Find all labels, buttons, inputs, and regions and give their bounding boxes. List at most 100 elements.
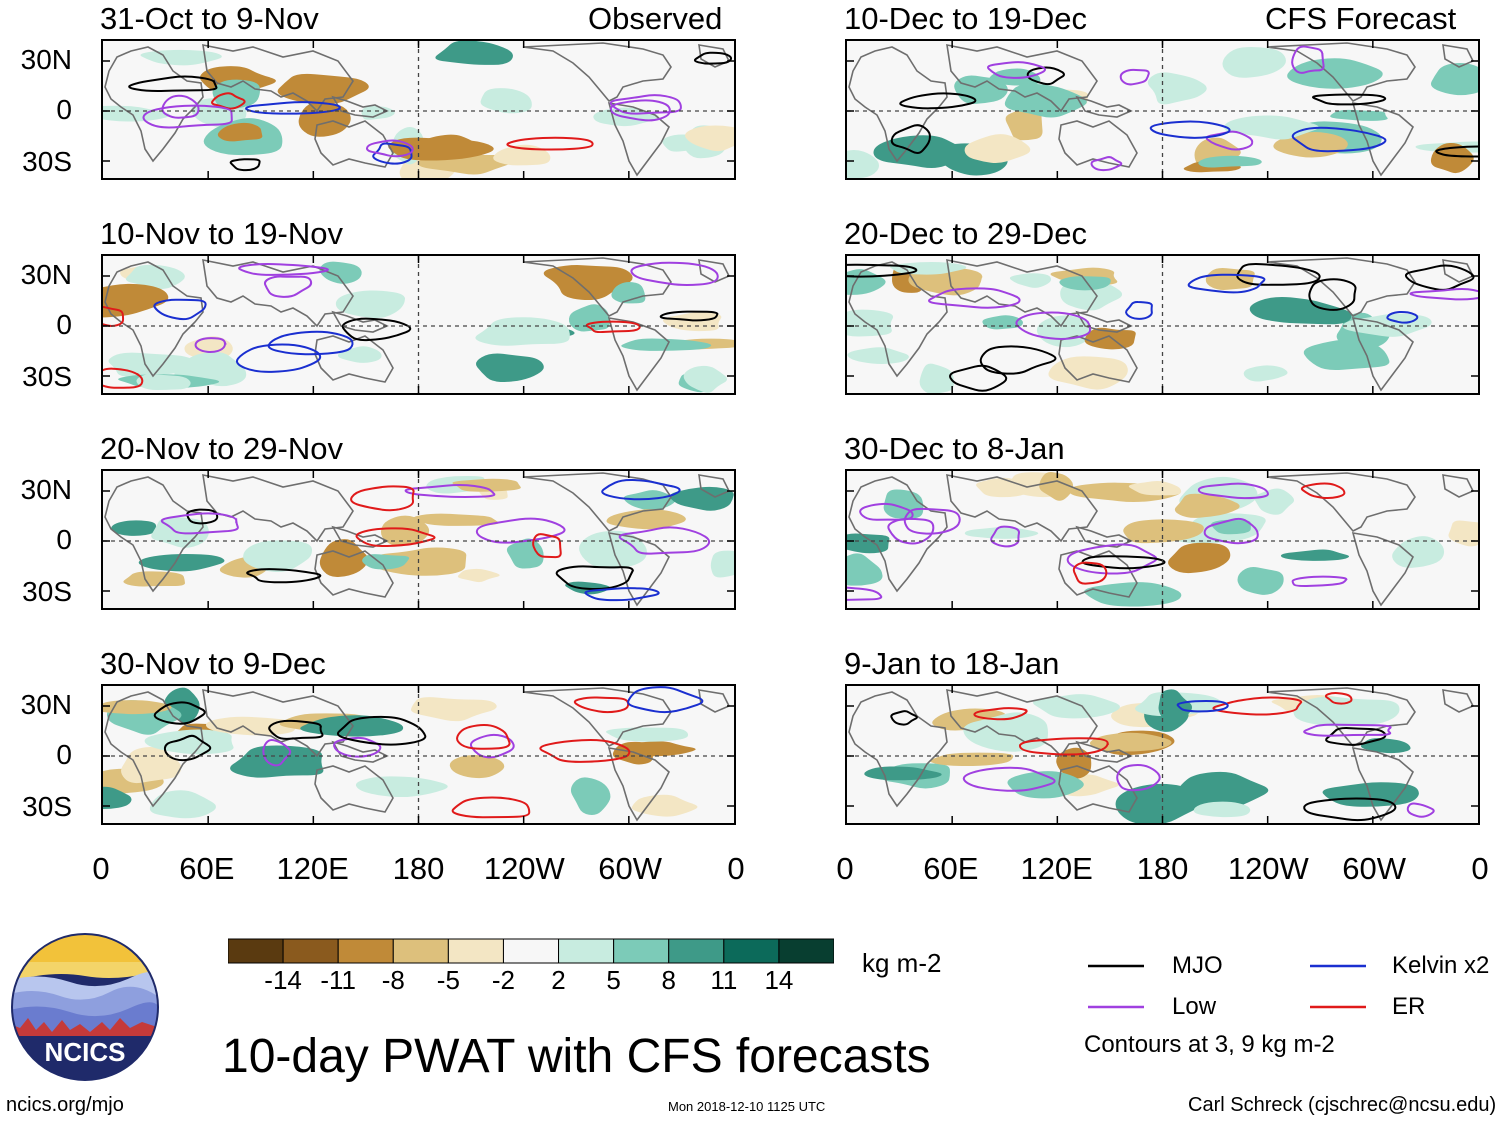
pwat-anomaly-shading [144, 729, 234, 755]
pwat-anomaly-shading [111, 520, 157, 536]
pwat-anomaly-shading [847, 309, 894, 337]
coastline [314, 550, 394, 598]
pwat-anomaly-shading [919, 363, 954, 393]
lon-label: 120E [1020, 851, 1093, 886]
filter-contour [1187, 273, 1266, 294]
pwat-anomaly-shading [480, 88, 532, 114]
pwat-anomaly-shading [570, 777, 611, 816]
panel-title-fcst-3: 30-Dec to 8-Jan [844, 431, 1065, 466]
legend-line-low [1088, 1005, 1144, 1009]
pwat-anomaly-shading [1303, 338, 1390, 371]
pwat-anomaly-shading [413, 513, 499, 526]
filter-contour [630, 261, 719, 286]
filter-contour [584, 587, 660, 602]
pwat-anomaly-shading [475, 317, 570, 346]
legend-label-kelvin: Kelvin x2 [1392, 952, 1490, 979]
filter-contour [928, 287, 1021, 309]
legend-line-er [1310, 1005, 1366, 1009]
map-panel-fcst-1 [845, 39, 1480, 180]
lon-label: 0 [1471, 851, 1489, 886]
coastline [1058, 120, 1138, 168]
lon-label: 120W [483, 851, 565, 886]
pwat-map [847, 471, 1478, 608]
pwat-map [847, 256, 1478, 393]
coastline [202, 688, 354, 758]
panel-title-fcst-2: 20-Dec to 29-Dec [844, 216, 1087, 251]
pwat-anomaly-shading [103, 786, 132, 810]
lon-label: 0 [836, 851, 854, 886]
coastline [848, 476, 948, 593]
coastline [1442, 474, 1475, 498]
pwat-map [847, 41, 1478, 178]
logo-text: NCICS [45, 1037, 126, 1067]
pwat-anomaly-shading [103, 283, 169, 318]
coastline [202, 43, 354, 113]
coastline [522, 687, 672, 747]
lon-label: 180 [392, 851, 445, 886]
pwat-anomaly-shading [381, 515, 430, 546]
pwat-anomaly-shading [606, 509, 686, 530]
pwat-anomaly-shading [449, 754, 505, 779]
figure-title: 10-day PWAT with CFS forecasts [222, 1030, 931, 1083]
coastline [1442, 259, 1475, 283]
observed-label: Observed [588, 1, 723, 36]
filter-contour [555, 565, 635, 591]
map-panel-obs-3 [101, 469, 736, 610]
colorbar-tick-label: -5 [436, 965, 460, 995]
colorbar-tick-label: -2 [491, 965, 516, 995]
filter-contour [990, 525, 1021, 548]
coastline [1351, 317, 1414, 392]
colorbar-swatch [668, 938, 725, 964]
coastline [607, 317, 670, 392]
lat-label: 30S [22, 576, 72, 607]
colorbar-tick-label: 5 [606, 965, 621, 995]
coastline [1266, 257, 1416, 317]
filter-contour [1197, 482, 1269, 500]
pwat-anomaly-shading [1330, 109, 1388, 121]
coastline [946, 258, 1098, 328]
legend-label-er: ER [1392, 993, 1426, 1020]
pwat-anomaly-shading [1280, 549, 1350, 561]
filter-contour [1291, 45, 1325, 74]
legend-line-kelvin [1310, 964, 1366, 968]
colorbar-tick-label: -11 [320, 965, 356, 995]
filter-contour [1116, 764, 1161, 792]
pwat-map [103, 256, 734, 393]
lon-label: 0 [92, 851, 110, 886]
filter-contour [1409, 287, 1478, 301]
pwat-anomaly-shading [1205, 267, 1255, 291]
pwat-anomaly-shading [1243, 365, 1288, 382]
pwat-anomaly-shading [710, 550, 734, 578]
coastline [522, 257, 672, 317]
lon-label: 60E [923, 851, 979, 886]
coastline [848, 46, 948, 163]
legend-label-mjo: MJO [1172, 952, 1223, 979]
pwat-anomaly-shading [1254, 488, 1295, 515]
colorbar-swatch [778, 938, 834, 964]
colorbar-swatch [228, 938, 284, 964]
filter-contour [194, 337, 227, 354]
pwat-anomaly-shading [1430, 62, 1478, 96]
pwat-anomaly-shading [623, 490, 676, 511]
contour-note: Contours at 3, 9 kg m-2 [1084, 1031, 1335, 1058]
pwat-anomaly-shading [125, 264, 185, 289]
pwat-anomaly-shading [1168, 542, 1231, 574]
lon-label: 60W [1342, 851, 1407, 886]
pwat-anomaly-shading [847, 533, 890, 554]
pwat-anomaly-shading [319, 539, 369, 578]
filter-contour [1300, 482, 1346, 500]
lat-label: 30N [20, 44, 72, 75]
coastline [848, 691, 948, 808]
filter-contour [573, 696, 630, 714]
filter-contour [890, 124, 931, 154]
filter-contour [336, 715, 427, 746]
filter-contour [103, 305, 125, 327]
filter-contour [609, 94, 682, 115]
filter-contour [1404, 264, 1475, 291]
filter-contour [601, 478, 681, 501]
filter-contour [1066, 543, 1158, 575]
filter-contour [246, 568, 322, 584]
pwat-anomaly-shading [230, 745, 324, 778]
panel-title-obs-1: 31-Oct to 9-Nov [100, 1, 319, 36]
coastline [1351, 102, 1414, 177]
